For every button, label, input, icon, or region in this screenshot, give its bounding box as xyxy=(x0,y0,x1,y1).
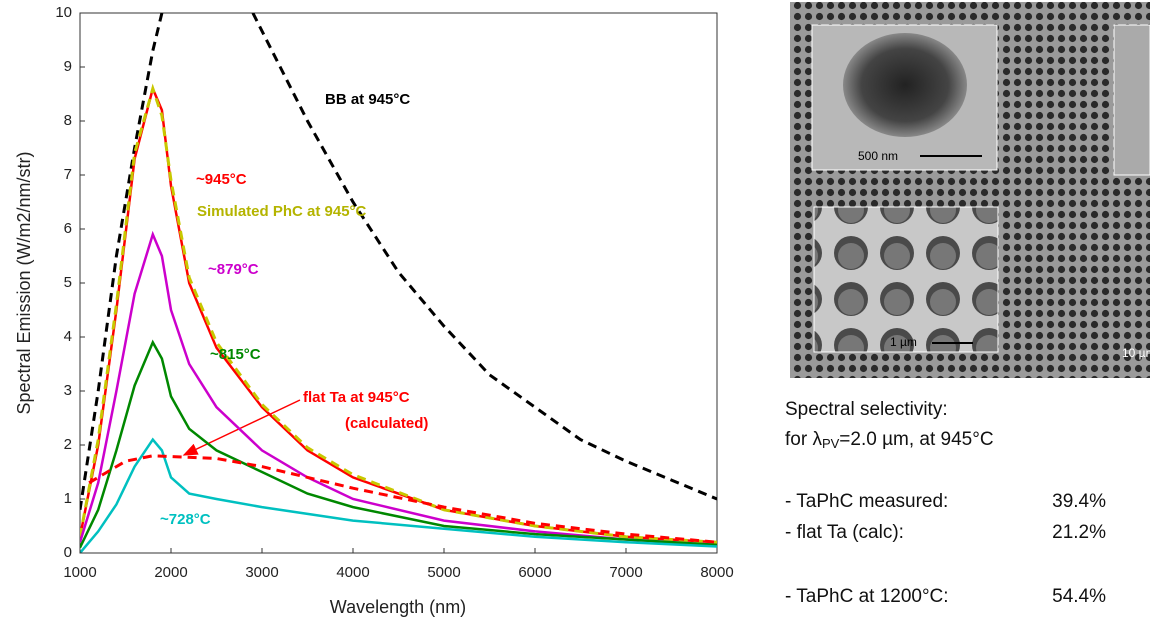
scale-label: 10 µm xyxy=(1122,346,1150,360)
hole xyxy=(843,33,967,137)
x-tick-label: 1000 xyxy=(63,564,96,581)
x-tick-label: 3000 xyxy=(245,564,278,581)
annotation: BB at 945°C xyxy=(325,91,410,108)
scale-label: 500 nm xyxy=(858,149,898,163)
annotation: Simulated PhC at 945°C xyxy=(197,203,367,220)
y-tick-label: 0 xyxy=(64,544,72,561)
scale-label: 1 µm xyxy=(890,335,917,349)
x-tick-label: 7000 xyxy=(609,564,642,581)
inset-array xyxy=(813,206,999,353)
panel-heading: Spectral selectivity: xyxy=(785,399,948,420)
series-line xyxy=(80,437,717,553)
y-tick-label: 5 xyxy=(64,274,72,291)
panel-line: for λPV=2.0 µm, at 945°C xyxy=(785,429,994,451)
text: for λ xyxy=(785,429,822,450)
series-line xyxy=(80,230,717,547)
annotation-arrow xyxy=(182,399,301,456)
subscript: PV xyxy=(822,436,840,451)
series-line xyxy=(80,339,717,549)
x-tick-label: 4000 xyxy=(336,564,369,581)
item-label: - TaPhC measured: xyxy=(785,491,948,512)
y-tick-label: 2 xyxy=(64,436,72,453)
series-line xyxy=(88,454,717,544)
annotation: ~945°C xyxy=(196,171,247,188)
y-axis-label: Spectral Emission (W/m2/nm/str) xyxy=(14,151,34,414)
y-tick-label: 7 xyxy=(64,166,72,183)
series-line xyxy=(80,83,717,544)
y-tick-label: 1 xyxy=(64,490,72,507)
sem-image: 500 nm 1 µm 10 µm xyxy=(790,2,1150,378)
x-axis-label: Wavelength (nm) xyxy=(330,597,466,617)
x-tick-label: 5000 xyxy=(427,564,460,581)
x-tick-label: 6000 xyxy=(518,564,551,581)
series-line xyxy=(80,84,717,544)
series-line xyxy=(80,13,717,511)
item-value: 39.4% xyxy=(1052,491,1106,512)
y-tick-label: 3 xyxy=(64,382,72,399)
y-tick-label: 6 xyxy=(64,220,72,237)
item-value: 21.2% xyxy=(1052,522,1106,543)
annotation: (calculated) xyxy=(345,415,428,432)
y-tick-label: 10 xyxy=(55,4,72,21)
y-tick-label: 9 xyxy=(64,58,72,75)
annotation: ~815°C xyxy=(210,346,261,363)
item-value: 54.4% xyxy=(1052,586,1106,607)
item-label: - TaPhC at 1200°C: xyxy=(785,586,949,607)
item-label: - flat Ta (calc): xyxy=(785,522,904,543)
annotation: ~879°C xyxy=(208,261,259,278)
text: =2.0 µm, at 945°C xyxy=(839,429,993,450)
x-tick-label: 2000 xyxy=(154,564,187,581)
annotation: flat Ta at 945°C xyxy=(303,389,410,406)
y-tick-label: 4 xyxy=(64,328,72,345)
inset-side xyxy=(1113,24,1150,176)
plot-area xyxy=(80,13,717,553)
y-tick-label: 8 xyxy=(64,112,72,129)
annotation: ~728°C xyxy=(160,511,211,528)
x-tick-label: 8000 xyxy=(700,564,733,581)
